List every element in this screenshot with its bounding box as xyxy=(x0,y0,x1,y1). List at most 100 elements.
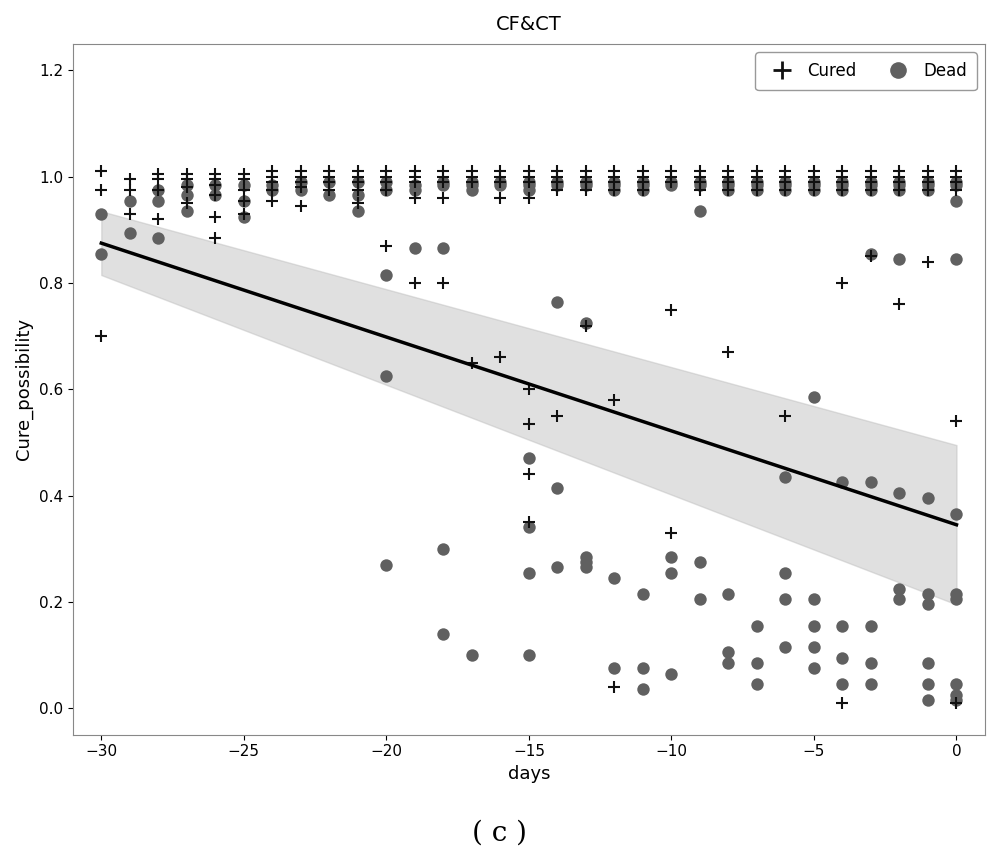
Point xyxy=(920,175,936,189)
Point xyxy=(777,409,793,423)
Point xyxy=(122,183,138,196)
Point xyxy=(378,558,394,571)
Point xyxy=(464,175,480,189)
Point xyxy=(150,172,166,186)
Point xyxy=(321,170,337,184)
Point xyxy=(749,175,765,189)
Point xyxy=(464,170,480,184)
Point xyxy=(834,183,850,196)
Point xyxy=(350,204,366,218)
Point xyxy=(920,178,936,191)
Point xyxy=(635,587,651,601)
Point xyxy=(863,178,879,191)
Point xyxy=(521,565,537,579)
Point xyxy=(435,541,451,555)
Point xyxy=(806,178,822,191)
Point xyxy=(407,242,423,256)
Point xyxy=(179,204,195,218)
Point xyxy=(236,172,252,186)
Point xyxy=(549,409,565,423)
Point xyxy=(891,175,907,189)
Point xyxy=(549,178,565,191)
Point xyxy=(150,213,166,227)
Point xyxy=(663,178,679,191)
Point xyxy=(806,170,822,184)
Point xyxy=(521,451,537,465)
Point xyxy=(407,165,423,178)
Point xyxy=(578,183,594,196)
Point xyxy=(920,165,936,178)
Point xyxy=(93,165,109,178)
Point xyxy=(521,417,537,431)
Point xyxy=(293,170,309,184)
Point xyxy=(720,645,736,659)
Point xyxy=(93,247,109,261)
Point xyxy=(321,183,337,196)
Point xyxy=(521,468,537,481)
Point xyxy=(777,175,793,189)
Point xyxy=(692,165,708,178)
Point xyxy=(521,178,537,191)
Point xyxy=(549,165,565,178)
Point xyxy=(606,175,622,189)
Point xyxy=(777,565,793,579)
Point xyxy=(720,587,736,601)
Point xyxy=(920,183,936,196)
Point xyxy=(293,165,309,178)
Point xyxy=(663,526,679,540)
Point xyxy=(891,252,907,266)
Point xyxy=(948,688,964,702)
Point xyxy=(863,165,879,178)
Point xyxy=(549,295,565,309)
Point xyxy=(492,178,508,191)
Point xyxy=(549,480,565,494)
Point xyxy=(777,640,793,654)
Point xyxy=(606,178,622,191)
Point xyxy=(777,170,793,184)
Point xyxy=(749,170,765,184)
Point xyxy=(806,662,822,675)
Point xyxy=(407,183,423,196)
Point xyxy=(435,242,451,256)
Point xyxy=(321,175,337,189)
Point xyxy=(264,183,280,196)
Point xyxy=(378,175,394,189)
Point xyxy=(264,183,280,196)
Point xyxy=(948,252,964,266)
Point xyxy=(777,183,793,196)
Point xyxy=(891,178,907,191)
Point xyxy=(863,183,879,196)
Point xyxy=(834,696,850,710)
Point xyxy=(578,555,594,569)
Point xyxy=(749,677,765,691)
Point xyxy=(720,183,736,196)
Point xyxy=(606,170,622,184)
Point xyxy=(635,175,651,189)
Point xyxy=(578,318,594,332)
Point xyxy=(834,650,850,664)
Point xyxy=(492,165,508,178)
Point xyxy=(806,640,822,654)
Point xyxy=(293,175,309,189)
Point xyxy=(806,183,822,196)
Point xyxy=(378,183,394,196)
Point xyxy=(948,175,964,189)
Point xyxy=(891,175,907,189)
Point xyxy=(521,191,537,205)
Point xyxy=(863,250,879,263)
Point xyxy=(948,170,964,184)
Point xyxy=(350,175,366,189)
Point xyxy=(179,172,195,186)
Point xyxy=(578,175,594,189)
Point xyxy=(834,677,850,691)
Point xyxy=(948,183,964,196)
Point xyxy=(293,180,309,194)
Point xyxy=(378,183,394,196)
Point xyxy=(863,175,879,189)
Point xyxy=(635,170,651,184)
Point xyxy=(464,178,480,191)
Point xyxy=(435,175,451,189)
Point xyxy=(891,183,907,196)
Point xyxy=(834,175,850,189)
Point xyxy=(407,175,423,189)
